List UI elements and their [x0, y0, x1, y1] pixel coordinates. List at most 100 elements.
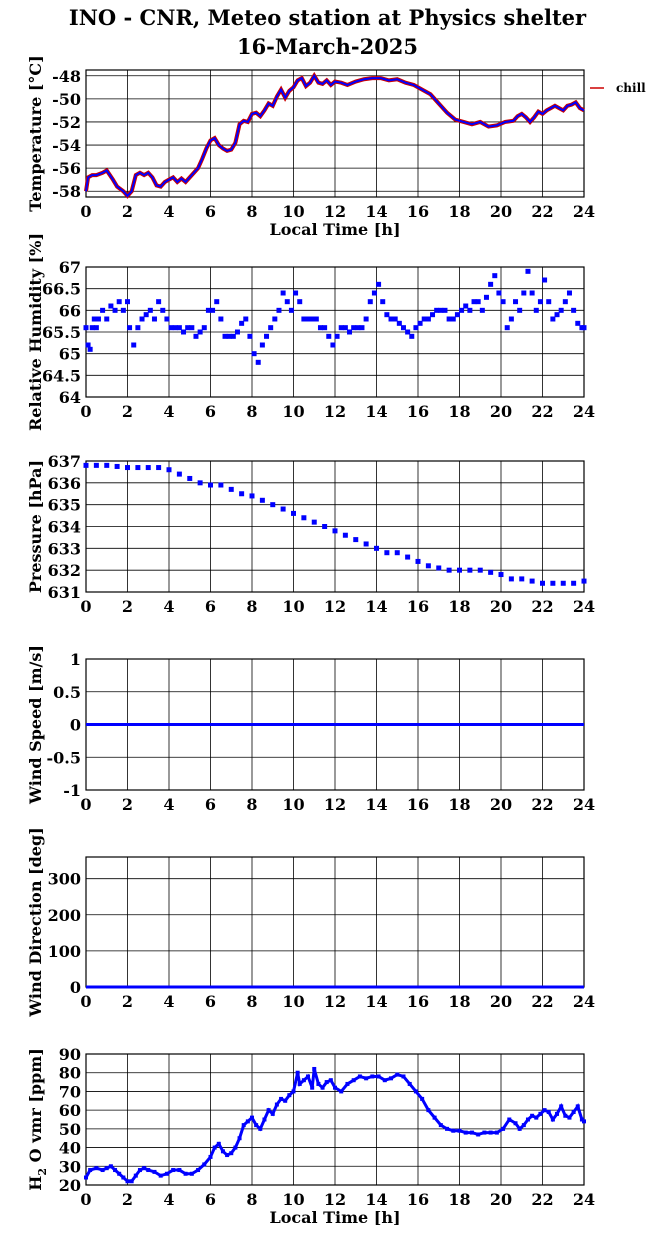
- x-tick-label: 2: [122, 795, 133, 814]
- x-tick-label: 20: [490, 795, 512, 814]
- data-point: [413, 325, 419, 331]
- data-point: [550, 580, 556, 586]
- x-tick-label: 14: [365, 795, 387, 814]
- data-point: [432, 1115, 437, 1120]
- panel-3: 0 2 4 6 8 10 12 14 16 18 20 22 246316326336346356366…: [26, 452, 595, 616]
- data-point: [326, 333, 332, 339]
- data-point: [205, 307, 211, 313]
- data-point: [222, 333, 228, 339]
- data-point: [533, 307, 539, 313]
- x-tick-label: 24: [573, 597, 595, 616]
- data-point: [226, 333, 232, 339]
- data-point: [241, 1123, 246, 1128]
- data-point: [301, 316, 307, 322]
- data-point: [454, 312, 460, 318]
- data-point: [87, 346, 93, 352]
- data-point: [567, 1115, 572, 1120]
- data-point: [114, 463, 120, 469]
- x-tick-label: 18: [448, 1190, 470, 1209]
- x-tick-label: 10: [282, 795, 304, 814]
- data-point: [560, 580, 566, 586]
- data-point: [467, 307, 473, 313]
- data-point: [392, 316, 398, 322]
- data-point: [469, 1130, 474, 1135]
- y-tick-label: 631: [48, 583, 81, 602]
- data-point: [426, 1108, 431, 1113]
- data-point: [380, 299, 386, 305]
- data-point: [94, 1166, 99, 1171]
- data-point: [151, 316, 157, 322]
- x-tick-label: 12: [324, 992, 346, 1011]
- data-point: [521, 290, 527, 296]
- data-point: [172, 325, 178, 331]
- data-point: [320, 1085, 325, 1090]
- data-point: [249, 493, 255, 499]
- data-point: [313, 316, 319, 322]
- data-point: [239, 320, 245, 326]
- x-tick-label: 20: [490, 992, 512, 1011]
- data-point: [496, 290, 502, 296]
- data-point: [382, 1078, 387, 1083]
- data-point: [571, 580, 577, 586]
- data-point: [417, 320, 423, 326]
- data-point: [562, 299, 568, 305]
- x-tick-label: 12: [324, 795, 346, 814]
- data-point: [438, 307, 444, 313]
- data-point: [507, 1117, 512, 1122]
- data-point: [367, 299, 373, 305]
- data-point: [210, 307, 216, 313]
- data-point: [233, 1145, 238, 1150]
- data-point: [255, 359, 261, 365]
- x-tick-label: 14: [365, 402, 387, 421]
- data-point: [534, 1115, 539, 1120]
- y-axis-label: H2 O vmr [ppm]: [26, 1048, 49, 1191]
- data-point: [189, 325, 195, 331]
- x-tick-label: 2: [122, 992, 133, 1011]
- data-point: [116, 299, 122, 305]
- y-tick-label: 80: [59, 1064, 81, 1083]
- data-point: [156, 465, 162, 471]
- data-point: [446, 316, 452, 322]
- data-point: [135, 465, 141, 471]
- data-point: [546, 1110, 551, 1115]
- data-point: [185, 325, 191, 331]
- data-point: [446, 567, 452, 573]
- y-axis-label: Pressure [hPa]: [26, 460, 45, 593]
- data-point: [328, 1078, 333, 1083]
- data-point: [143, 312, 149, 318]
- data-point: [555, 1111, 560, 1116]
- data-point: [546, 299, 552, 305]
- data-point: [280, 506, 286, 512]
- x-tick-label: 20: [490, 597, 512, 616]
- y-tick-label: 66.5: [42, 280, 81, 299]
- data-point: [214, 299, 220, 305]
- data-point: [529, 290, 535, 296]
- data-point: [425, 316, 431, 322]
- y-tick-label: 40: [59, 1139, 81, 1158]
- data-point: [280, 290, 286, 296]
- x-tick-label: 10: [282, 992, 304, 1011]
- data-point: [193, 333, 199, 339]
- data-point: [376, 281, 382, 287]
- x-tick-label: 8: [246, 402, 257, 421]
- data-point: [519, 576, 525, 582]
- data-point: [363, 316, 369, 322]
- data-point: [442, 307, 448, 313]
- data-point: [160, 307, 166, 313]
- data-point: [396, 320, 402, 326]
- data-point: [225, 1153, 230, 1158]
- x-tick-label: 4: [163, 1190, 174, 1209]
- data-point: [171, 1168, 176, 1173]
- data-point: [104, 462, 110, 468]
- x-tick-label: 14: [365, 1190, 387, 1209]
- data-point: [125, 465, 130, 471]
- data-point: [581, 325, 587, 331]
- y-tick-label: 633: [48, 539, 81, 558]
- x-tick-label: 22: [531, 1190, 553, 1209]
- x-tick-label: 8: [246, 992, 257, 1011]
- data-point: [287, 1093, 292, 1098]
- data-point: [451, 1128, 456, 1133]
- y-tick-label: -0.5: [47, 748, 81, 767]
- data-point: [434, 307, 440, 313]
